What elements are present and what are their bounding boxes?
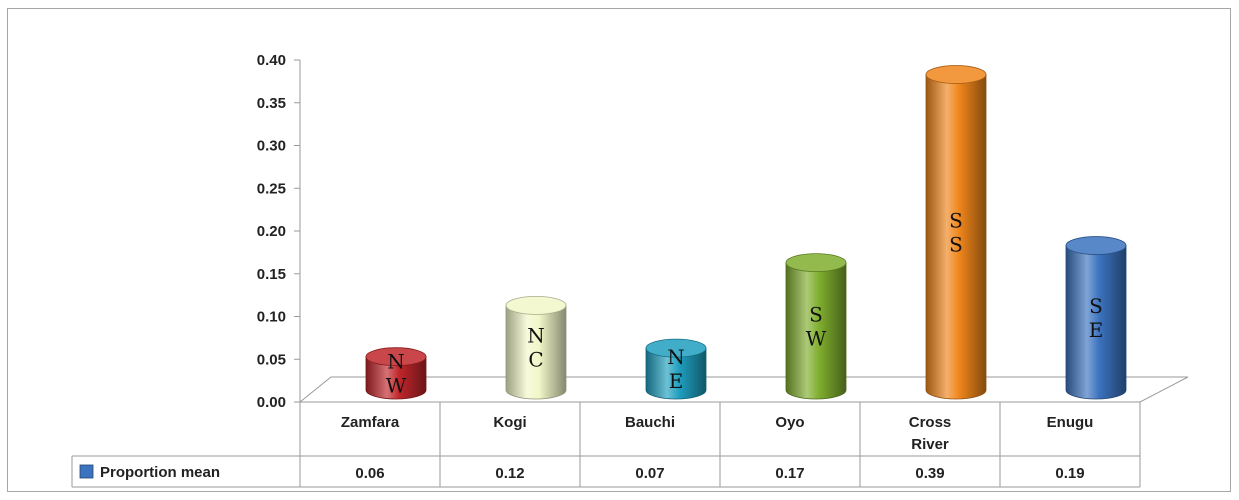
bar-region-label: S xyxy=(809,302,823,326)
bar-body xyxy=(505,305,567,400)
y-tick-label: 0.40 xyxy=(257,52,286,69)
bar-region-label: W xyxy=(386,373,407,397)
bar-region-label: S xyxy=(949,208,963,232)
y-tick-label: 0.15 xyxy=(257,266,286,283)
y-tick-label: 0.30 xyxy=(257,138,286,155)
bar-region-label: S xyxy=(949,232,963,256)
bar-body xyxy=(925,74,987,400)
bar-region-label: N xyxy=(667,345,685,369)
category-label: Cross River xyxy=(909,414,952,453)
y-tick-label: 0.05 xyxy=(257,351,286,368)
y-tick-label: 0.00 xyxy=(257,394,286,411)
value-label: 0.12 xyxy=(495,465,524,482)
value-label: 0.17 xyxy=(775,465,804,482)
bar-top xyxy=(1065,236,1127,255)
y-tick-label: 0.35 xyxy=(257,95,286,112)
bar-region-label: S xyxy=(1089,294,1103,318)
bar-region-label: W xyxy=(806,326,827,350)
bar-oyo xyxy=(785,253,847,400)
bar-zamfara xyxy=(365,347,427,400)
bar-region-label: N xyxy=(387,349,405,373)
chart-floor xyxy=(298,376,1189,403)
bar-top xyxy=(925,65,987,84)
value-label: 0.06 xyxy=(355,465,384,482)
y-tick-label: 0.20 xyxy=(257,223,286,240)
bar-bauchi xyxy=(645,338,707,400)
legend-label: Proportion mean xyxy=(100,464,220,481)
bar-region-label: E xyxy=(1089,318,1104,342)
bar-kogi xyxy=(505,295,567,400)
chart-frame xyxy=(7,8,1231,492)
bar-body xyxy=(785,262,847,400)
category-label: Bauchi xyxy=(625,414,675,431)
value-label: 0.07 xyxy=(635,465,664,482)
bar-top xyxy=(785,253,847,273)
value-label: 0.19 xyxy=(1055,465,1084,482)
bar-body xyxy=(1065,245,1127,400)
bar-body xyxy=(365,356,427,400)
bar-top xyxy=(365,347,427,367)
y-tick-label: 0.10 xyxy=(257,309,286,326)
bar-region-label: C xyxy=(528,348,543,372)
category-label: Enugu xyxy=(1047,414,1094,431)
value-label: 0.39 xyxy=(915,465,944,482)
bar-top xyxy=(505,295,567,315)
bar-top xyxy=(645,338,707,358)
y-tick-label: 0.25 xyxy=(257,180,286,197)
category-label: Zamfara xyxy=(341,414,400,431)
category-label: Oyo xyxy=(775,414,804,431)
bar-enugu xyxy=(1065,236,1127,400)
bar-cross-river xyxy=(925,65,987,400)
category-label: Kogi xyxy=(493,414,526,431)
bar-body xyxy=(645,347,707,400)
bar-region-label: E xyxy=(669,369,684,393)
legend-swatch xyxy=(79,464,94,479)
bar-region-label: N xyxy=(527,324,545,348)
